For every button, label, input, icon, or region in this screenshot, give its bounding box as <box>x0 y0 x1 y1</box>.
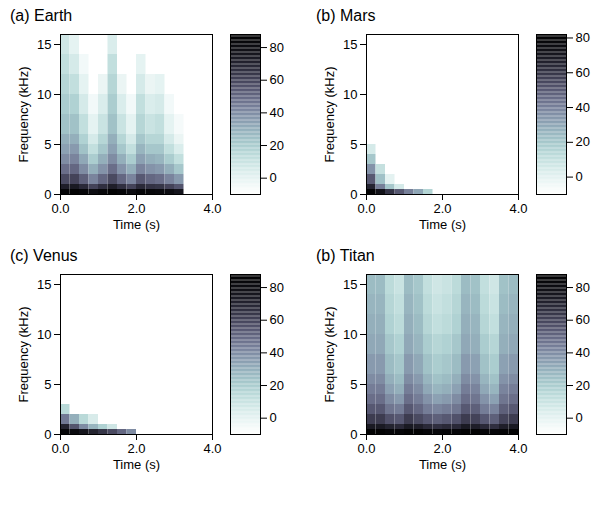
svg-text:0: 0 <box>44 187 51 202</box>
svg-text:0: 0 <box>576 169 583 184</box>
svg-text:0.0: 0.0 <box>51 441 69 456</box>
html-text:(b) Titan: (b) Titan <box>316 247 375 264</box>
svg-text:2.0: 2.0 <box>433 201 451 216</box>
svg-text:15: 15 <box>343 277 357 292</box>
svg-text:4.0: 4.0 <box>203 441 221 456</box>
svg-text:80: 80 <box>576 30 590 45</box>
svg-text:80: 80 <box>270 280 284 295</box>
svg-text:15: 15 <box>343 37 357 52</box>
svg-text:80: 80 <box>270 40 284 55</box>
svg-text:10: 10 <box>343 327 357 342</box>
svg-text:0.0: 0.0 <box>357 441 375 456</box>
html-text:(c) Venus: (c) Venus <box>10 247 78 264</box>
svg-text:5: 5 <box>350 137 357 152</box>
svg-text:4.0: 4.0 <box>203 201 221 216</box>
svg-text:0.0: 0.0 <box>357 201 375 216</box>
svg-text:60: 60 <box>270 312 284 327</box>
svg-text:5: 5 <box>350 377 357 392</box>
svg-text:5: 5 <box>44 377 51 392</box>
svg-text:20: 20 <box>576 378 590 393</box>
svg-text:40: 40 <box>270 105 284 120</box>
svg-text:15: 15 <box>37 277 51 292</box>
svg-text:0.0: 0.0 <box>51 201 69 216</box>
svg-text:0: 0 <box>270 410 277 425</box>
svg-text:60: 60 <box>576 65 590 80</box>
svg-text:2.0: 2.0 <box>127 201 145 216</box>
svg-text:Frequency (kHz): Frequency (kHz) <box>16 306 31 402</box>
svg-text:Time (s): Time (s) <box>113 217 160 232</box>
html-text:(b) Mars: (b) Mars <box>316 7 376 24</box>
svg-text:0: 0 <box>270 170 277 185</box>
svg-text:10: 10 <box>37 87 51 102</box>
svg-text:2.0: 2.0 <box>127 441 145 456</box>
html-text:(a) Earth: (a) Earth <box>10 7 73 24</box>
svg-text:40: 40 <box>576 100 590 115</box>
svg-text:10: 10 <box>343 87 357 102</box>
svg-text:0: 0 <box>350 427 357 442</box>
svg-text:Time (s): Time (s) <box>419 217 466 232</box>
svg-text:5: 5 <box>44 137 51 152</box>
svg-text:0: 0 <box>350 187 357 202</box>
svg-text:Time (s): Time (s) <box>419 457 466 472</box>
svg-text:20: 20 <box>270 138 284 153</box>
svg-text:Frequency (kHz): Frequency (kHz) <box>16 66 31 162</box>
svg-text:Time (s): Time (s) <box>113 457 160 472</box>
svg-text:10: 10 <box>37 327 51 342</box>
svg-text:40: 40 <box>576 345 590 360</box>
svg-text:40: 40 <box>270 345 284 360</box>
svg-text:60: 60 <box>270 72 284 87</box>
svg-text:Frequency (kHz): Frequency (kHz) <box>322 66 337 162</box>
svg-text:4.0: 4.0 <box>509 441 527 456</box>
svg-text:80: 80 <box>576 280 590 295</box>
svg-text:20: 20 <box>576 134 590 149</box>
svg-text:60: 60 <box>576 312 590 327</box>
svg-text:20: 20 <box>270 378 284 393</box>
svg-text:0: 0 <box>576 410 583 425</box>
svg-text:2.0: 2.0 <box>433 441 451 456</box>
svg-text:15: 15 <box>37 37 51 52</box>
svg-text:4.0: 4.0 <box>509 201 527 216</box>
svg-text:0: 0 <box>44 427 51 442</box>
svg-text:Frequency (kHz): Frequency (kHz) <box>322 306 337 402</box>
